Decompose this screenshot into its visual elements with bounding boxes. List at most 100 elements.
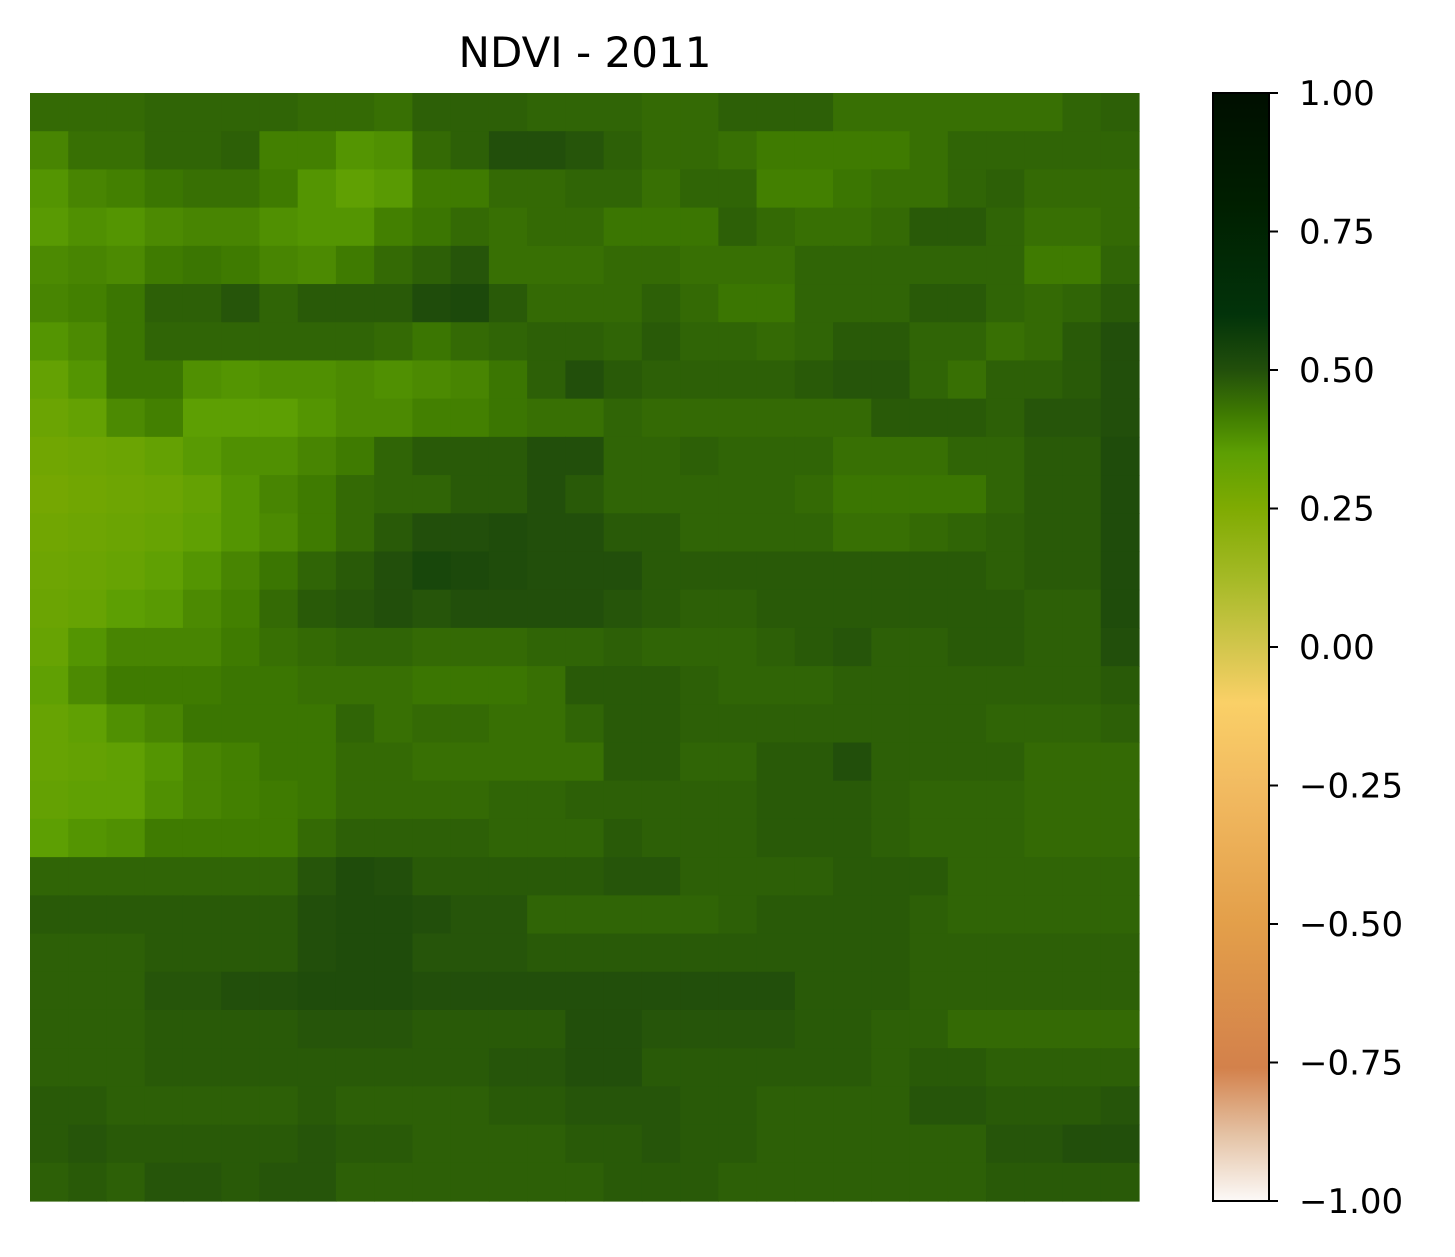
heatmap-cell (833, 1009, 872, 1049)
heatmap-cell (794, 666, 834, 705)
heatmap-cell (450, 169, 490, 209)
heatmap-cell (68, 169, 108, 209)
heatmap-cell (182, 895, 222, 935)
heatmap-cell (450, 475, 490, 514)
heatmap-cell (641, 360, 681, 400)
heatmap-cell (335, 780, 375, 820)
heatmap-cell (947, 436, 987, 476)
heatmap-cell (603, 742, 643, 782)
heatmap-cell (106, 1048, 146, 1087)
heatmap-cell (718, 1124, 758, 1164)
heatmap-cell (182, 971, 222, 1011)
heatmap-cell (106, 1162, 146, 1202)
heatmap-cell (527, 131, 566, 171)
heatmap-cell (1062, 1086, 1102, 1126)
heatmap-cell (680, 131, 719, 171)
heatmap-cell (641, 627, 681, 667)
heatmap-cell (412, 513, 452, 553)
heatmap-cell (259, 398, 299, 438)
heatmap-cell (641, 131, 681, 171)
heatmap-cell (297, 398, 337, 438)
heatmap-cell (603, 933, 643, 973)
heatmap-cell (909, 818, 949, 858)
heatmap-cell (412, 245, 452, 285)
heatmap-cell (833, 436, 872, 476)
heatmap-cell (603, 857, 643, 896)
heatmap-cell (1062, 1124, 1102, 1164)
heatmap-cell (335, 933, 375, 973)
heatmap-cell (909, 513, 949, 553)
heatmap-cell (871, 742, 911, 782)
heatmap-cell (412, 818, 452, 858)
heatmap-cell (68, 933, 108, 973)
heatmap-cell (1062, 398, 1102, 438)
heatmap-cell (297, 1162, 337, 1202)
heatmap-cell (871, 1124, 911, 1164)
heatmap-cell (374, 322, 414, 362)
heatmap-cell (527, 780, 566, 820)
heatmap-cell (182, 857, 222, 896)
heatmap-cell (871, 1162, 911, 1202)
heatmap-cell (68, 895, 108, 935)
heatmap-cell (68, 704, 108, 744)
heatmap-cell (680, 513, 719, 553)
heatmap-cell (756, 322, 796, 362)
heatmap-cell (833, 971, 872, 1011)
heatmap-cell (947, 169, 987, 209)
heatmap-cell (259, 245, 299, 285)
heatmap-cell (182, 551, 222, 591)
heatmap-cell (947, 666, 987, 705)
heatmap-cell (488, 398, 528, 438)
heatmap-cell (488, 971, 528, 1011)
heatmap-cell (833, 742, 872, 782)
heatmap-cell (718, 513, 758, 553)
heatmap-cell (30, 666, 69, 705)
heatmap-cell (718, 284, 758, 323)
heatmap-cell (756, 1162, 796, 1202)
heatmap-cell (947, 284, 987, 323)
heatmap-cell (603, 589, 643, 629)
heatmap-cell (412, 1009, 452, 1049)
heatmap-cell (1062, 360, 1102, 400)
heatmap-cell (833, 131, 872, 171)
heatmap-cell (794, 971, 834, 1011)
heatmap-cell (68, 207, 108, 247)
heatmap-cell (106, 704, 146, 744)
heatmap-cell (221, 207, 261, 247)
heatmap-cell (106, 513, 146, 553)
heatmap-cell (1100, 93, 1140, 132)
heatmap-cell (450, 551, 490, 591)
heatmap-cell (756, 284, 796, 323)
heatmap-cell (1024, 169, 1064, 209)
heatmap-cell (833, 627, 872, 667)
heatmap-cell (221, 895, 261, 935)
heatmap-cell (488, 1162, 528, 1202)
heatmap-cell (297, 93, 337, 132)
heatmap-cell (450, 589, 490, 629)
heatmap-cell (1024, 131, 1064, 171)
heatmap-cell (603, 818, 643, 858)
heatmap-cell (412, 207, 452, 247)
heatmap-cell (794, 933, 834, 973)
heatmap-cell (603, 131, 643, 171)
heatmap-cell (756, 207, 796, 247)
heatmap-cell (986, 1048, 1025, 1087)
heatmap-cell (144, 1048, 184, 1087)
heatmap-cell (909, 93, 949, 132)
heatmap-cell (909, 360, 949, 400)
heatmap-cell (144, 1162, 184, 1202)
heatmap-cell (718, 971, 758, 1011)
heatmap-cell (641, 589, 681, 629)
heatmap-cell (450, 627, 490, 667)
heatmap-cell (871, 284, 911, 323)
heatmap-cell (221, 398, 261, 438)
heatmap-cell (68, 1124, 108, 1164)
heatmap-cell (603, 436, 643, 476)
colorbar-tick-label: 0.75 (1299, 213, 1375, 253)
heatmap-cell (1062, 1048, 1102, 1087)
heatmap-cell (412, 284, 452, 323)
heatmap-cell (833, 818, 872, 858)
heatmap-cell (412, 1124, 452, 1164)
heatmap-cell (30, 1009, 69, 1049)
heatmap-cell (1024, 398, 1064, 438)
